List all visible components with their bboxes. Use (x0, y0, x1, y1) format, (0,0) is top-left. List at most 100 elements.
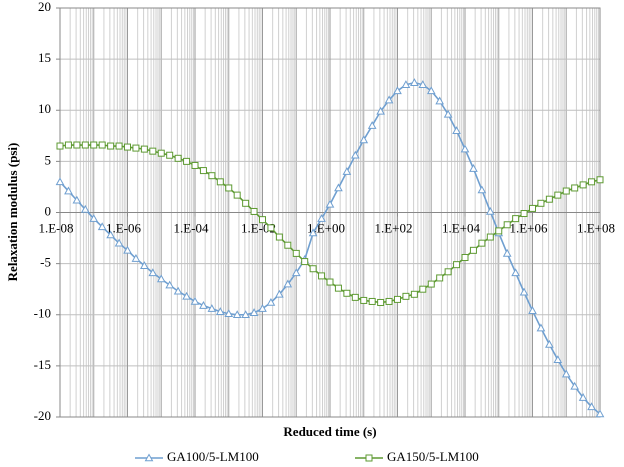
point (554, 191, 562, 199)
point (89, 214, 99, 222)
point (477, 185, 487, 194)
point (587, 402, 596, 411)
point (64, 186, 73, 195)
point (149, 147, 157, 155)
point (131, 253, 141, 262)
point (259, 216, 266, 224)
point (512, 215, 520, 223)
point (208, 172, 216, 180)
point (469, 246, 477, 254)
point (72, 195, 82, 204)
x-tick-label: 1.E-04 (173, 220, 209, 235)
point (325, 199, 335, 208)
point (529, 204, 536, 212)
point (156, 274, 166, 283)
point (241, 310, 250, 319)
point (140, 145, 148, 153)
point (360, 296, 368, 304)
point (90, 141, 98, 149)
point (385, 297, 393, 305)
point (166, 151, 174, 159)
point (191, 161, 199, 169)
point (436, 274, 444, 282)
x-tick-label: 1.E+06 (509, 220, 548, 235)
point (469, 164, 478, 172)
point (562, 187, 570, 195)
point (377, 298, 385, 306)
point (132, 144, 140, 152)
x-tick-label: 1.E+04 (442, 220, 481, 235)
point (367, 121, 377, 129)
legend-label: GA100/5-LM100 (167, 449, 259, 464)
x-axis-title: Reduced time (s) (283, 424, 376, 439)
point (56, 142, 64, 150)
point (190, 296, 200, 305)
point (343, 289, 351, 297)
point (588, 178, 596, 186)
point (267, 224, 275, 232)
point (107, 142, 115, 150)
point (495, 227, 503, 235)
point (394, 295, 401, 303)
point (81, 141, 89, 149)
y-tick-label: 15 (38, 50, 51, 65)
point (384, 95, 394, 104)
point (283, 279, 293, 288)
point (502, 248, 512, 257)
point (553, 355, 563, 364)
point (318, 272, 326, 280)
point (97, 222, 107, 231)
point (536, 323, 546, 332)
point (410, 290, 418, 298)
point (528, 306, 537, 314)
point (334, 284, 342, 292)
point (596, 176, 604, 184)
y-tick-label: 5 (45, 152, 52, 167)
point (165, 280, 175, 289)
legend-marker (365, 454, 373, 462)
y-tick-label: 10 (38, 101, 51, 116)
point (453, 261, 461, 269)
point (55, 177, 65, 186)
point (157, 149, 165, 157)
point (426, 86, 436, 95)
point (578, 393, 588, 401)
point (519, 287, 529, 296)
point (317, 214, 326, 222)
point (309, 265, 317, 273)
x-tick-label: 1.E+08 (577, 220, 615, 235)
point (579, 181, 587, 189)
point (351, 293, 359, 301)
point (114, 238, 124, 247)
point (427, 280, 435, 288)
point (301, 258, 309, 266)
point (545, 195, 553, 203)
y-tick-label: -20 (34, 408, 51, 423)
point (215, 307, 225, 315)
point (106, 230, 115, 239)
x-tick-label: 1.E+02 (374, 220, 412, 235)
point (571, 184, 579, 192)
point (233, 191, 241, 199)
legend-marker (144, 453, 154, 462)
point (64, 141, 72, 149)
point (461, 253, 469, 261)
point (275, 233, 283, 241)
point (334, 183, 343, 192)
point (183, 157, 191, 165)
point (401, 80, 411, 88)
point (199, 167, 207, 175)
point (98, 141, 106, 149)
point (73, 141, 81, 149)
point (225, 184, 233, 192)
point (140, 261, 149, 269)
y-tick-label: -5 (40, 255, 51, 270)
point (224, 309, 234, 318)
point (478, 239, 486, 247)
point (80, 204, 90, 213)
point (537, 199, 545, 207)
point (393, 86, 402, 95)
point (174, 154, 182, 162)
point (410, 78, 419, 86)
